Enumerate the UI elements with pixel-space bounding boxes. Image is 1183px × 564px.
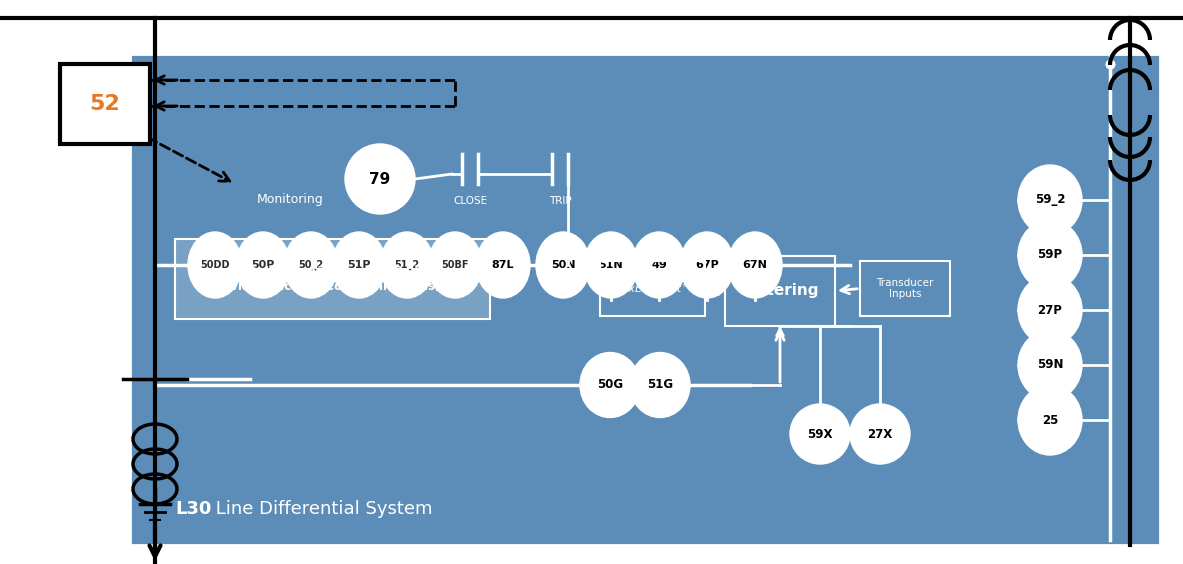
Text: 50P: 50P [251, 260, 274, 270]
Text: 50_2: 50_2 [298, 260, 324, 270]
Ellipse shape [1019, 385, 1082, 455]
Text: 59X: 59X [807, 428, 833, 440]
Text: 50G: 50G [597, 378, 623, 391]
Ellipse shape [584, 232, 638, 298]
Text: 52: 52 [90, 94, 121, 114]
FancyBboxPatch shape [60, 64, 150, 144]
Ellipse shape [790, 404, 851, 464]
Ellipse shape [728, 232, 782, 298]
Text: 27X: 27X [867, 428, 893, 440]
Ellipse shape [380, 232, 434, 298]
Ellipse shape [235, 232, 290, 298]
FancyBboxPatch shape [175, 239, 490, 319]
Bar [130, 54, 1161, 545]
Text: Monitoring: Monitoring [257, 192, 323, 205]
Ellipse shape [332, 232, 386, 298]
Text: 51N: 51N [599, 260, 623, 270]
Text: L30: L30 [175, 500, 212, 518]
Text: 50N: 50N [551, 260, 575, 270]
Text: Metering: Metering [742, 284, 819, 298]
Ellipse shape [580, 352, 640, 417]
Text: 25: 25 [1042, 413, 1058, 426]
Text: 87L: 87L [492, 260, 515, 270]
Ellipse shape [1019, 330, 1082, 400]
Ellipse shape [632, 232, 686, 298]
Text: 67P: 67P [696, 260, 719, 270]
Text: 50BF: 50BF [441, 260, 468, 270]
Text: 51_2: 51_2 [394, 260, 420, 270]
Ellipse shape [345, 144, 415, 214]
Ellipse shape [851, 404, 910, 464]
Text: 79: 79 [369, 171, 390, 187]
Text: 59_2: 59_2 [1035, 193, 1065, 206]
Text: 67N: 67N [743, 260, 768, 270]
Text: 59N: 59N [1036, 359, 1064, 372]
Ellipse shape [284, 232, 338, 298]
Ellipse shape [536, 232, 590, 298]
Text: 51P: 51P [348, 260, 370, 270]
Text: 27P: 27P [1037, 303, 1062, 316]
Text: Line Differential System: Line Differential System [211, 500, 433, 518]
Text: 49: 49 [651, 260, 667, 270]
Ellipse shape [631, 352, 690, 417]
Ellipse shape [428, 232, 481, 298]
Ellipse shape [680, 232, 733, 298]
Ellipse shape [476, 232, 530, 298]
Text: 59P: 59P [1037, 249, 1062, 262]
Text: 51G: 51G [647, 378, 673, 391]
Text: Transducer
Inputs: Transducer Inputs [877, 277, 933, 299]
Ellipse shape [1019, 275, 1082, 345]
Text: FlexElement™: FlexElement™ [613, 284, 692, 293]
Text: Data From/To Remote End
(via Dedicated Communications): Data From/To Remote End (via Dedicated C… [225, 265, 440, 293]
Text: CLOSE: CLOSE [453, 196, 487, 206]
Text: 50DD: 50DD [200, 260, 230, 270]
Text: TRIP: TRIP [549, 196, 571, 206]
Ellipse shape [1019, 220, 1082, 290]
Ellipse shape [1019, 165, 1082, 235]
Ellipse shape [188, 232, 243, 298]
